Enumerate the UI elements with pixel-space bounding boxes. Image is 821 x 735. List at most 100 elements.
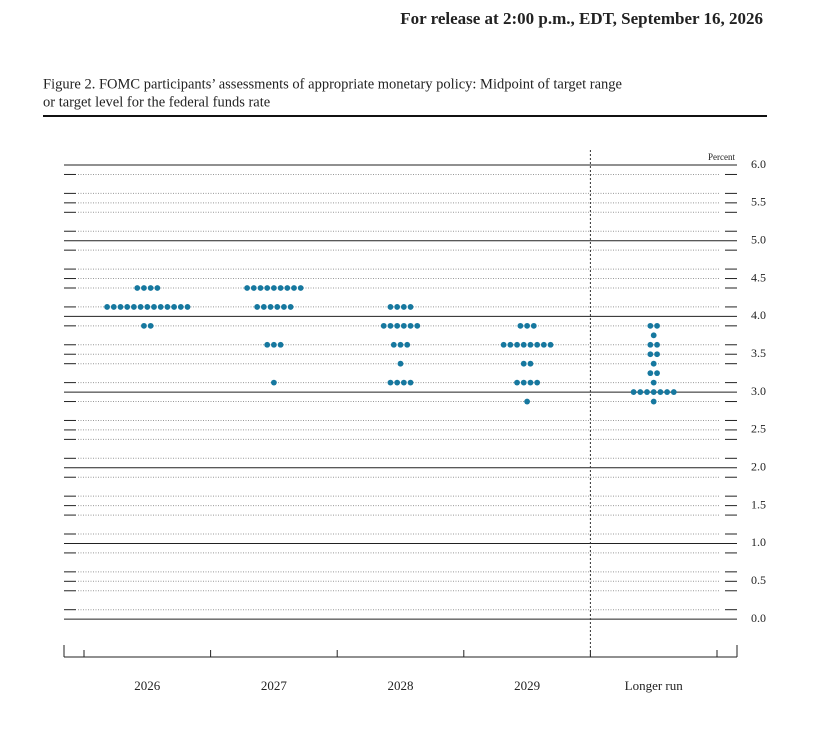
dot	[524, 398, 530, 405]
dot	[144, 304, 151, 310]
dot	[380, 322, 387, 329]
dot	[117, 304, 124, 310]
dot	[647, 341, 654, 348]
dot	[134, 285, 141, 291]
dot	[244, 285, 251, 291]
dot	[407, 322, 414, 329]
dot	[527, 341, 534, 348]
dot	[257, 285, 264, 291]
y-tick-label: 2.5	[751, 422, 766, 436]
dot	[154, 285, 161, 291]
dot	[264, 285, 271, 291]
dot	[637, 389, 644, 395]
dot	[650, 379, 657, 386]
dot	[281, 304, 287, 310]
dot	[500, 341, 507, 348]
dot	[650, 332, 657, 339]
x-tick-label: Longer run	[625, 678, 684, 693]
y-tick-label: 0.0	[751, 611, 766, 625]
dot	[271, 341, 277, 348]
dot	[394, 379, 401, 386]
dot	[654, 351, 660, 358]
dot	[184, 304, 191, 310]
x-tick-label: 2029	[514, 678, 540, 693]
dot	[650, 360, 657, 367]
y-tick-label: 2.0	[751, 460, 766, 474]
y-tick-label: 4.5	[751, 270, 766, 284]
dot	[177, 304, 184, 310]
y-axis-label: Percent	[708, 152, 735, 162]
y-tick-label: 5.5	[751, 195, 766, 209]
dot	[527, 379, 534, 386]
dot	[514, 341, 520, 348]
dot	[141, 285, 147, 291]
dot	[524, 322, 530, 329]
y-tick-label: 3.0	[751, 384, 766, 398]
dot	[110, 304, 117, 310]
y-tick-label: 4.0	[751, 308, 766, 322]
dot	[284, 285, 291, 291]
dot	[271, 285, 277, 291]
dot	[250, 285, 257, 291]
dot	[141, 322, 147, 329]
dot	[297, 285, 304, 291]
y-tick-label: 1.5	[751, 497, 766, 511]
caption-line: or target level for the federal funds ra…	[43, 94, 270, 110]
dot	[397, 360, 404, 367]
dot	[387, 304, 394, 310]
dot	[514, 379, 520, 386]
dot	[147, 322, 154, 329]
x-tick-label: 2026	[134, 678, 161, 693]
dot	[654, 370, 660, 377]
dot	[104, 304, 110, 310]
y-tick-label: 1.0	[751, 535, 766, 549]
dot	[407, 379, 414, 386]
dot	[277, 285, 284, 291]
dot	[650, 389, 657, 395]
dot	[654, 322, 660, 329]
dot	[670, 389, 677, 395]
dot	[647, 351, 654, 358]
caption-line: Figure 2. FOMC participants’ assessments…	[43, 76, 622, 92]
y-tick-label: 6.0	[751, 157, 766, 171]
dot	[547, 341, 554, 348]
release-note: For release at 2:00 p.m., EDT, September…	[400, 9, 763, 28]
x-tick-label: 2028	[388, 678, 414, 693]
dot	[151, 304, 157, 310]
dot	[534, 341, 541, 348]
dot	[397, 341, 404, 348]
dot	[507, 341, 514, 348]
dot	[124, 304, 131, 310]
dot	[644, 389, 650, 395]
dot	[527, 360, 534, 367]
dot	[534, 379, 541, 386]
dot	[387, 322, 394, 329]
dot	[137, 304, 144, 310]
dot	[664, 389, 670, 395]
dot	[407, 304, 414, 310]
dot	[254, 304, 261, 310]
dot	[414, 322, 421, 329]
dot	[274, 304, 281, 310]
dot	[287, 304, 294, 310]
dot	[647, 322, 654, 329]
dot	[394, 322, 401, 329]
dot	[657, 389, 664, 395]
dot	[400, 304, 407, 310]
dot	[520, 360, 527, 367]
dot	[157, 304, 164, 310]
dot	[271, 379, 277, 386]
dot	[147, 285, 154, 291]
dot	[131, 304, 137, 310]
dot	[530, 322, 537, 329]
dot	[630, 389, 637, 395]
dot	[394, 304, 401, 310]
dot	[650, 398, 657, 405]
dot	[171, 304, 178, 310]
dot	[260, 304, 267, 310]
dot	[267, 304, 274, 310]
dot	[404, 341, 411, 348]
dot	[540, 341, 547, 348]
dot	[520, 341, 527, 348]
dot	[520, 379, 527, 386]
